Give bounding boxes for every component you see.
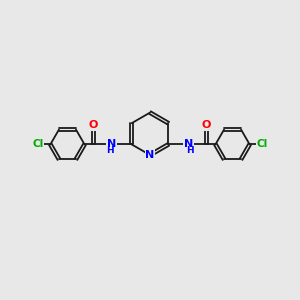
Text: Cl: Cl	[256, 140, 268, 149]
Text: H: H	[186, 146, 194, 155]
Text: N: N	[107, 140, 116, 149]
Text: O: O	[202, 120, 211, 130]
Text: H: H	[106, 146, 114, 155]
Text: N: N	[184, 140, 193, 149]
Text: N: N	[146, 150, 154, 160]
Text: Cl: Cl	[32, 140, 44, 149]
Text: O: O	[89, 120, 98, 130]
